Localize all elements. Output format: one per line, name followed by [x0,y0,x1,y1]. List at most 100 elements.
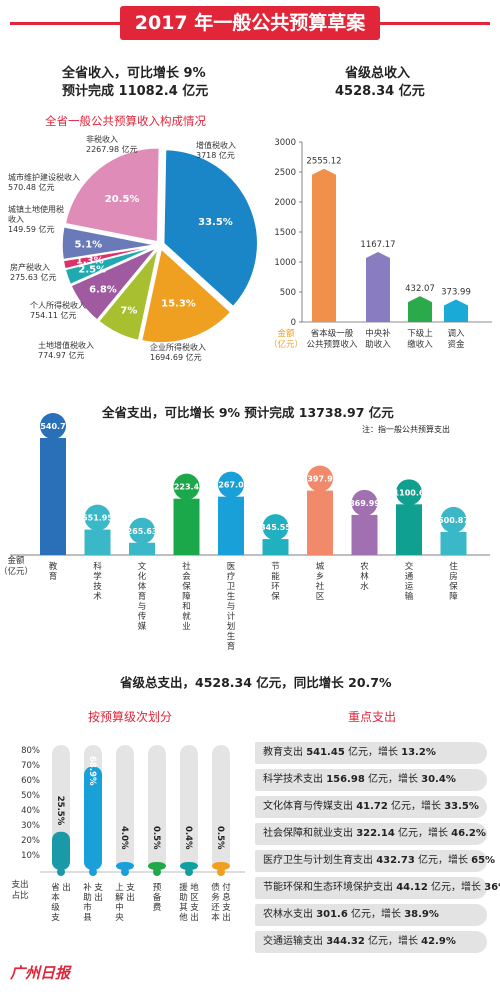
key-unit: 亿元，增长 [347,909,405,920]
key-growth: 13.2% [401,747,436,758]
x-category-label: 卫 [227,582,236,592]
key-name: 医疗卫生与计划生育支出 [263,855,377,866]
x-category-label: 划 [227,621,236,632]
axis-dot [57,868,65,876]
x-category-label: 文 [138,561,147,572]
pie-label: 增值税收入 [196,140,236,150]
bar-value-label: 265.63 [127,527,158,536]
unit-label: 占比 [11,890,28,901]
pie-label: 个人所得税收入 [30,300,86,310]
bar-value-bubble [440,506,467,533]
unit-label: 支出 [11,879,28,890]
x-category-label: 补 [83,882,92,893]
key-unit: 亿元，增长 [394,828,452,839]
pie-pct-label: 2.5% [78,264,106,275]
bar-value-label: 2555.12 [306,157,341,167]
x-category-label: 体 [138,581,147,592]
x-category-label: 调入 [447,329,465,339]
pie-pct-label: 1.3% [76,255,104,266]
x-category-label: 解 [115,892,124,903]
x-category-label: 中 [115,902,124,913]
y-tick-label: 3000 [274,138,296,148]
unit-label: 金额 [277,328,295,339]
bar-value-label: 432.07 [405,284,435,294]
pie-pct-label: 20.5% [105,194,140,205]
income-line2: 预计完成 11082.4 亿元 [62,84,209,99]
bar [444,299,468,322]
bar [180,862,198,870]
key-name: 交通运输支出 [263,936,327,947]
x-category-label: 出 [62,882,71,893]
key-amount: 432.73 [376,855,415,866]
axis-dot [217,868,225,876]
bar [173,498,200,555]
x-category-label: 出 [222,912,231,923]
key-amount: 322.14 [356,828,395,839]
key-expenditure-row: 科学技术支出 156.98 亿元，增长 30.4% [255,769,487,791]
x-category-label: 科 [93,561,102,572]
key-title: 重点支出 [348,710,397,724]
x-category-label: 医 [227,562,236,572]
bar [408,296,432,322]
x-category-label: 术 [93,591,102,602]
bar [148,862,166,870]
x-category-label: 水 [360,581,369,592]
pie-slice-2 [97,248,159,342]
x-category-label: 计 [227,611,236,622]
x-category-label: 与 [138,602,147,612]
key-growth: 46.2% [451,828,486,839]
key-expenditure-row: 医疗卫生与计划生育支出 432.73 亿元，增长 65% [255,850,495,872]
x-category-label: 会 [182,571,191,582]
pie-pct-label: 5.1% [74,240,102,251]
key-amount: 156.98 [326,774,365,785]
x-category-label: 支 [51,912,60,923]
pie-label: 土地增值税收入 [38,340,94,350]
x-category-label: 与 [227,602,236,612]
x-category-label: 林 [360,571,369,582]
bar-value-bubble [129,517,155,544]
bar [396,504,422,555]
prov-income-line1: 省级总收入 [345,66,411,81]
bar-value-label: 0.5% [151,826,161,850]
x-category-label: 育 [227,641,236,652]
bar-track [116,745,134,870]
y-tick-label: 20% [21,836,40,846]
level-bar-chart: 10%20%30%40%50%60%70%80%支出占比25.5%省本级支出68… [11,745,245,923]
x-category-label: 生 [227,591,236,602]
x-category-label: 还 [211,902,220,913]
y-tick-label: 70% [21,761,40,771]
x-category-label: 保 [271,591,280,602]
banner-background [120,6,380,40]
bar-value-label: 4.0% [119,826,129,850]
pie-label: 149.59 亿元 [8,224,55,234]
bar [307,490,333,555]
unit-label: 金额 [7,555,25,566]
x-category-label: 区 [190,893,199,903]
x-category-label: 助 [179,892,188,903]
x-category-label: 育 [49,571,58,582]
bar [84,766,102,870]
x-category-label: 技 [93,581,102,592]
x-category-label: 交 [405,561,414,572]
pie-label: 城镇土地使用税 [8,204,64,214]
bar-value-bubble [351,489,378,516]
x-category-label: 学 [93,571,102,582]
key-growth: 65% [471,855,496,866]
key-amount: 301.6 [316,909,348,920]
bar-value-label: 500.87 [438,516,469,525]
x-category-label: 息 [222,892,231,903]
y-tick-label: 2500 [274,168,296,178]
key-unit: 亿元，增长 [387,801,445,812]
bar-value-label: 0.4% [183,826,193,850]
bar-value-bubble [262,514,289,541]
x-category-label: 输 [405,591,414,602]
y-tick-label: 0 [291,318,296,328]
x-category-label: 支 [190,902,199,913]
x-category-label: 障 [449,591,458,602]
key-growth: 38.9% [404,909,439,920]
pie-label: 570.48 亿元 [8,182,55,192]
bar-value-bubble [218,471,244,498]
x-category-label: 央 [115,912,124,923]
x-category-label: 省本级一般 [311,328,354,339]
y-tick-label: 1000 [274,258,296,268]
